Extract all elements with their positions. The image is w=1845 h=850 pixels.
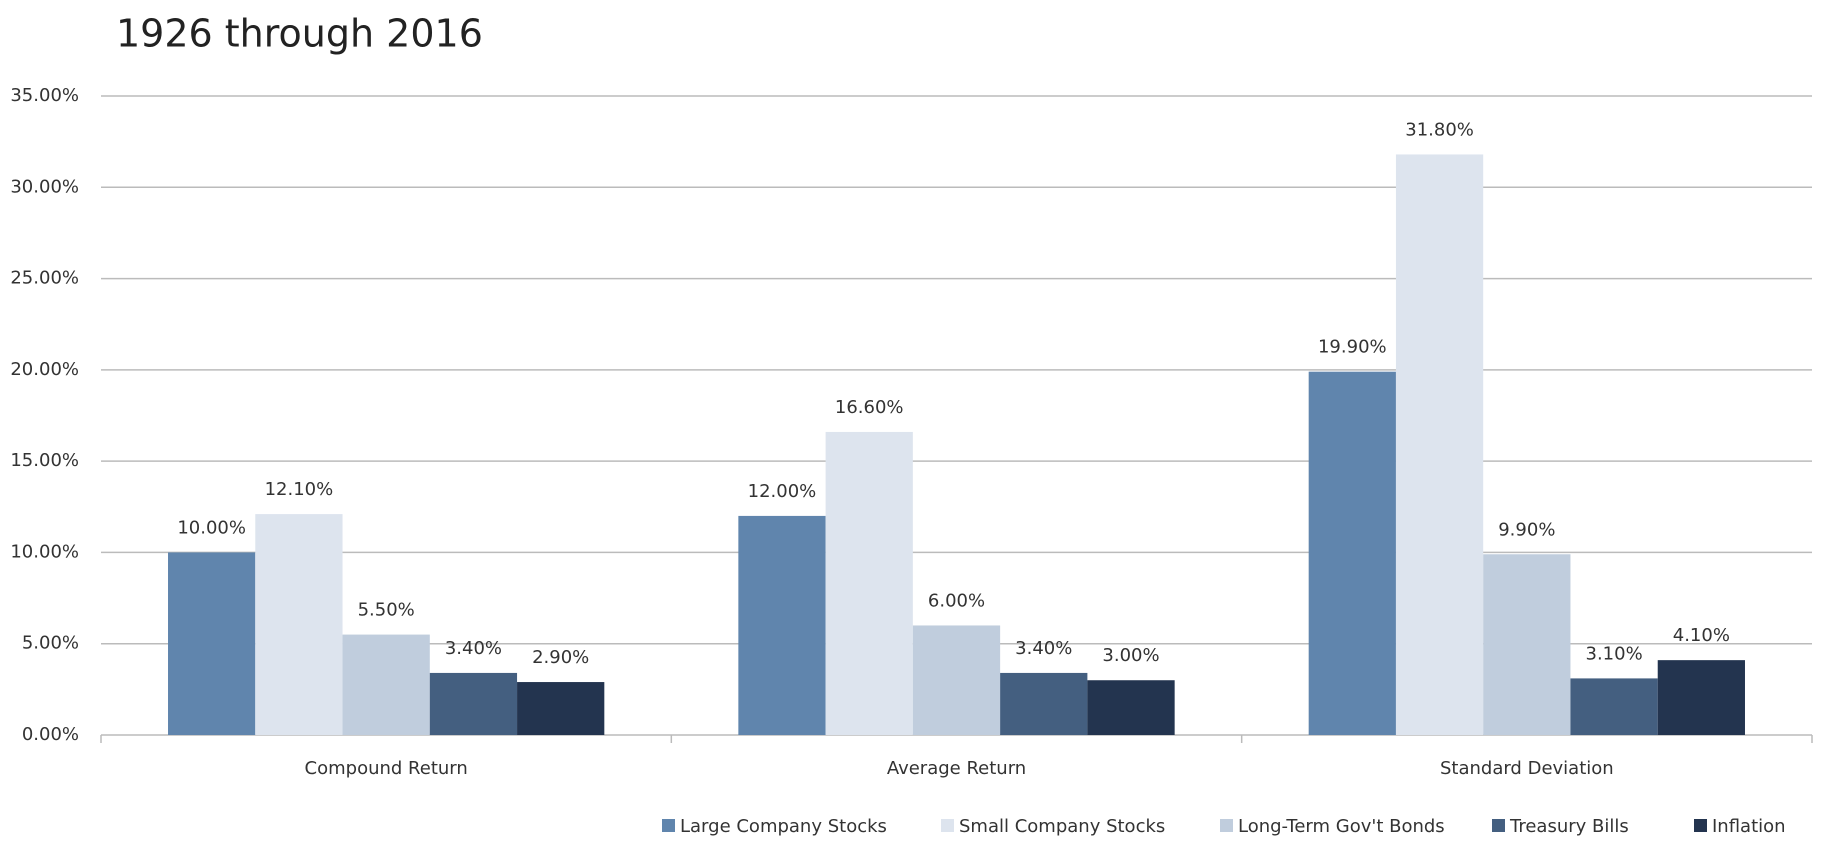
chart-title: 1926 through 2016 [116, 12, 483, 56]
y-tick-label: 20.00% [10, 359, 79, 380]
x-tick-label: Standard Deviation [1440, 758, 1614, 779]
legend-swatch [941, 819, 954, 832]
legend-label: Large Company Stocks [680, 816, 887, 837]
y-tick-label: 35.00% [10, 85, 79, 106]
bar [342, 634, 430, 735]
x-tick-label: Compound Return [305, 758, 468, 779]
data-label: 19.90% [1318, 337, 1387, 358]
bar [912, 625, 1001, 735]
data-label: 12.00% [748, 481, 817, 502]
bar [1657, 660, 1745, 735]
bar [825, 431, 913, 735]
data-label: 16.60% [835, 397, 904, 418]
data-label: 10.00% [177, 517, 246, 538]
bar [429, 672, 518, 735]
x-tick-label: Average Return [887, 758, 1026, 779]
data-label: 5.50% [358, 600, 415, 621]
bar [168, 552, 256, 735]
data-label: 31.80% [1405, 119, 1474, 140]
data-label: 3.40% [445, 638, 502, 659]
y-tick-label: 5.00% [22, 633, 79, 654]
bar [255, 514, 343, 735]
data-label: 12.10% [265, 479, 334, 500]
bar [517, 682, 605, 735]
y-tick-label: 15.00% [10, 450, 79, 471]
y-tick-label: 30.00% [10, 176, 79, 197]
data-label: 2.90% [532, 647, 589, 668]
legend-label: Treasury Bills [1509, 816, 1629, 837]
legend-swatch [662, 819, 675, 832]
bar [1000, 672, 1088, 735]
legend-label: Small Company Stocks [959, 816, 1165, 837]
legend-swatch [1492, 819, 1505, 832]
legend-swatch [1220, 819, 1233, 832]
bar [1570, 678, 1658, 735]
bar [1395, 154, 1484, 735]
legend-label: Long-Term Gov't Bonds [1238, 816, 1445, 837]
y-tick-label: 10.00% [10, 541, 79, 562]
bar [738, 515, 826, 735]
data-label: 9.90% [1498, 519, 1555, 540]
bar [1087, 680, 1175, 735]
bar [1308, 371, 1396, 735]
data-label: 3.40% [1015, 638, 1072, 659]
data-label: 3.00% [1102, 645, 1159, 666]
bar [1483, 554, 1571, 735]
legend-swatch [1694, 819, 1707, 832]
data-label: 3.10% [1586, 643, 1643, 664]
data-label: 4.10% [1673, 625, 1730, 646]
y-tick-label: 25.00% [10, 268, 79, 289]
y-tick-label: 0.00% [22, 724, 79, 745]
legend-label: Inflation [1712, 816, 1786, 837]
data-label: 6.00% [928, 590, 985, 611]
